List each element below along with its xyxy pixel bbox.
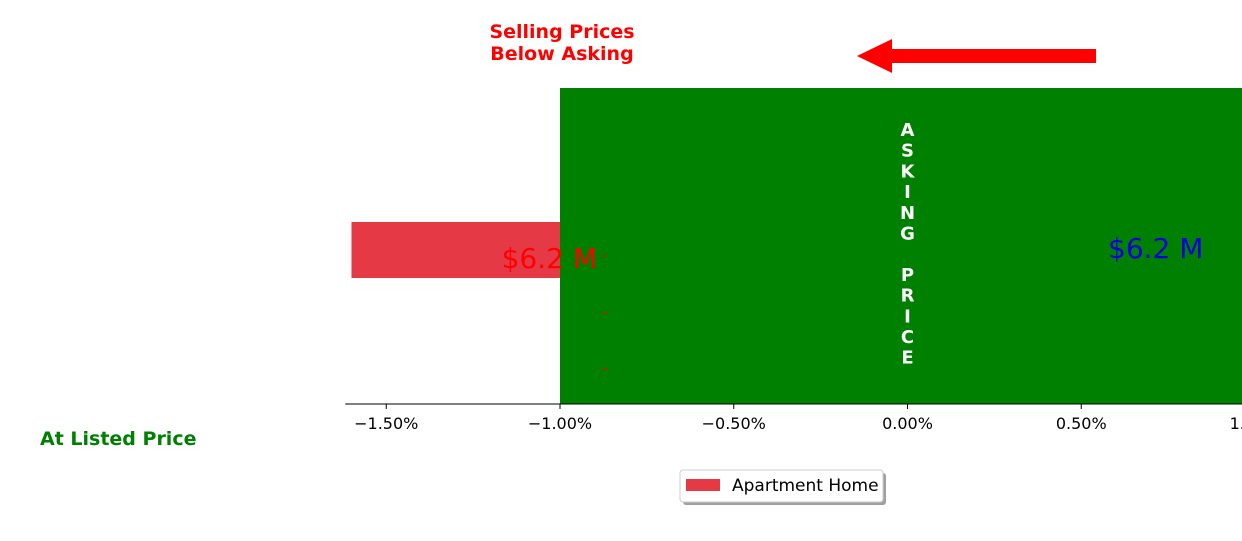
x-tick-label: 1.00% — [1230, 414, 1242, 433]
asking-price-letter: I — [904, 182, 911, 203]
selling-price-label: $6.2 M — [502, 242, 597, 275]
x-tick-label: 0.00% — [882, 414, 933, 433]
listed-price-label: At Listed Price — [40, 428, 196, 450]
bar-apartment-home — [351, 222, 560, 278]
asking-price-letter: G — [900, 224, 915, 245]
x-tick-label: 0.50% — [1056, 414, 1107, 433]
x-tick-label: −1.50% — [354, 414, 418, 433]
asking-price-letter: N — [900, 203, 915, 224]
below-asking-title-line2: Below Asking — [490, 43, 633, 65]
legend-label-apartment-home: Apartment Home — [732, 476, 879, 496]
x-tick-label: −0.50% — [702, 414, 766, 433]
asking-price-letter: A — [901, 120, 915, 141]
asking-price-label: $6.2 M — [1108, 232, 1203, 265]
asking-price-letter: P — [901, 265, 914, 286]
asking-price-letter: K — [901, 161, 916, 182]
legend: Apartment Home — [679, 469, 886, 505]
left-arrow-icon — [857, 39, 1096, 73]
x-tick-label: −1.00% — [528, 414, 592, 433]
asking-price-box — [560, 88, 1242, 404]
asking-price-letter: R — [901, 286, 915, 307]
asking-price-letter: S — [901, 141, 914, 162]
asking-price-letter: I — [904, 306, 911, 327]
legend-swatch-apartment-home — [686, 479, 720, 491]
x-axis: −1.50% −1.00% −0.50% 0.00% 0.50% 1.00% — [345, 403, 1242, 433]
asking-price-letter: C — [901, 327, 914, 348]
asking-price-letter: E — [901, 348, 913, 369]
below-asking-title-line1: Selling Prices — [489, 21, 634, 43]
